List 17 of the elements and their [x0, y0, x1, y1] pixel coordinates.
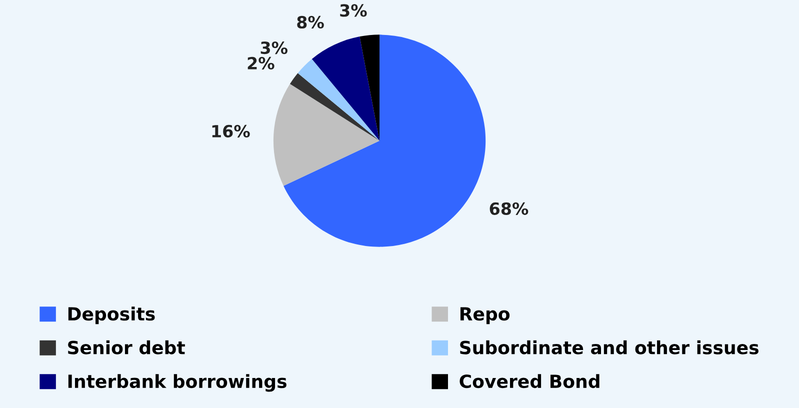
- pie-slice: [312, 36, 380, 141]
- pie-slice: [290, 73, 380, 141]
- pie-slice: [298, 59, 380, 141]
- pie-slice: [360, 34, 380, 141]
- pie-slice: [273, 84, 380, 186]
- legend-label: Covered Bond: [460, 374, 600, 388]
- legend-label: Deposits: [68, 306, 155, 324]
- legend-label: Repo: [460, 307, 510, 324]
- data-label: 16%: [212, 124, 250, 138]
- data-label: 3%: [340, 4, 367, 17]
- data-label: 3%: [260, 41, 288, 54]
- data-label: 68%: [490, 202, 528, 215]
- legend-label: Subordinate and other issues: [460, 340, 758, 354]
- legend-label: Interbank borrowings: [68, 374, 286, 392]
- data-label: 8%: [297, 16, 324, 28]
- legend-label: Senior debt: [68, 340, 185, 354]
- data-label: 2%: [248, 56, 274, 70]
